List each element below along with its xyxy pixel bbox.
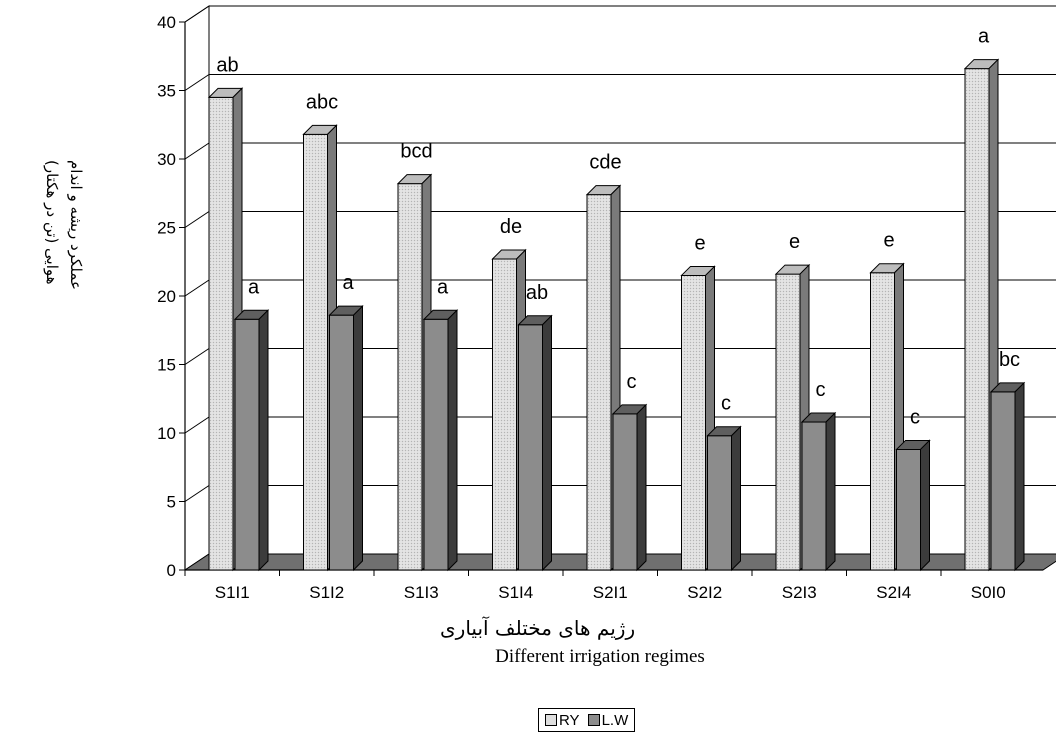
- data-label: c: [816, 379, 826, 401]
- data-label: c: [910, 406, 920, 428]
- gridline: [184, 348, 210, 365]
- data-label: ab: [216, 54, 238, 76]
- data-label: e: [789, 231, 800, 253]
- plot-area: 0510152025303540S1I1abaS1I2abcaS1I3bcdaS…: [157, 5, 1056, 602]
- data-label: a: [248, 276, 260, 298]
- y-tick-label: 10: [157, 424, 176, 443]
- bar-lw: [800, 411, 837, 572]
- data-label: cde: [589, 152, 621, 174]
- bar-lw: [895, 439, 931, 572]
- y-tick-label: 35: [157, 82, 176, 101]
- y-axis-label: عملکرد ریشه و اندام هوایی (تن در هکتار): [43, 160, 85, 290]
- y-tick-label: 0: [167, 561, 176, 580]
- x-tick-label: S1I3: [404, 583, 439, 602]
- legend-item-lw: L.W: [587, 711, 629, 729]
- bar-lw: [233, 309, 270, 572]
- y-tick-label: 20: [157, 287, 176, 306]
- bar-ry: [963, 58, 1000, 572]
- legend-item-ry: RY: [545, 712, 580, 729]
- x-axis-label-persian: رژیم های مختلف آبیاری: [440, 616, 636, 640]
- data-label: bc: [999, 349, 1020, 371]
- data-label: a: [437, 276, 449, 298]
- legend: RY L.W: [538, 708, 636, 732]
- x-tick-label: S1I1: [215, 583, 250, 602]
- gridline: [184, 74, 210, 91]
- data-label: e: [694, 232, 705, 254]
- gridline: [184, 211, 210, 228]
- legend-swatch-ry: [545, 714, 557, 726]
- bar-lw: [422, 309, 459, 572]
- legend-swatch-lw: [587, 714, 600, 726]
- y-tick-label: 40: [157, 13, 176, 32]
- bar-lw: [989, 381, 1026, 572]
- y-tick-label: 15: [157, 356, 176, 375]
- x-tick-label: S2I2: [687, 583, 722, 602]
- legend-label-ry: RY: [559, 711, 580, 729]
- x-tick-label: S1I2: [309, 583, 344, 602]
- bar-lw: [517, 314, 553, 572]
- bar-ry: [869, 262, 905, 572]
- bar-lw: [706, 425, 742, 572]
- data-label: c: [721, 393, 731, 415]
- gridline: [184, 485, 210, 502]
- data-label: a: [342, 272, 354, 294]
- bar-lw: [328, 304, 364, 572]
- y-tick-label: 30: [157, 150, 176, 169]
- legend-label-lw: L.W: [601, 711, 629, 729]
- data-label: ab: [526, 282, 548, 304]
- y-tick-label: 5: [167, 493, 176, 512]
- data-label: bcd: [400, 141, 432, 163]
- gridline: [184, 279, 210, 297]
- gridline: [184, 416, 210, 434]
- data-label: e: [883, 230, 894, 252]
- data-label: abc: [306, 91, 338, 113]
- gridline: [184, 5, 210, 23]
- x-tick-label: S1I4: [498, 583, 533, 602]
- bar-lw: [611, 403, 648, 572]
- x-tick-label: S2I3: [782, 583, 817, 602]
- gridline: [184, 142, 210, 160]
- x-tick-label: S0I0: [971, 583, 1006, 602]
- y-tick-label: 25: [157, 219, 176, 238]
- x-tick-label: S2I4: [876, 583, 911, 602]
- x-tick-label: S2I1: [593, 583, 628, 602]
- data-label: c: [627, 371, 637, 393]
- x-axis-label: Different irrigation regimes: [495, 646, 705, 667]
- data-label: a: [978, 26, 990, 48]
- data-label: de: [500, 216, 522, 238]
